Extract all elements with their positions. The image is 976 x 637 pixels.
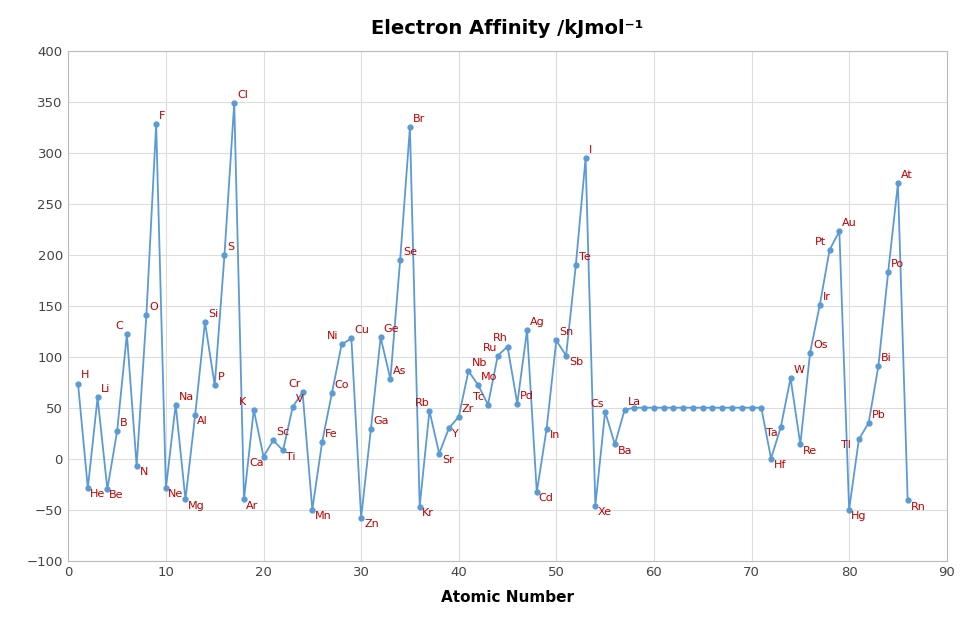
Text: Cl: Cl [237,90,248,100]
Text: P: P [218,372,224,382]
Text: F: F [159,111,166,121]
Text: Mg: Mg [187,501,204,511]
Text: He: He [90,489,105,499]
Text: Sn: Sn [559,327,574,338]
Text: Y: Y [452,429,459,440]
Text: Cr: Cr [288,380,301,389]
Text: B: B [120,418,128,428]
Text: In: In [549,431,560,440]
Text: S: S [227,242,234,252]
Text: Hg: Hg [851,511,867,521]
Text: Os: Os [813,340,828,350]
Text: Tc: Tc [473,392,484,401]
Text: As: As [393,366,407,376]
Text: Bi: Bi [881,353,892,363]
Text: H: H [81,370,90,380]
Text: Hf: Hf [774,460,787,470]
Text: Rb: Rb [415,397,429,408]
Text: Mo: Mo [481,372,498,382]
Text: Cu: Cu [354,326,369,335]
Text: Ti: Ti [286,452,296,462]
Text: Br: Br [413,115,426,124]
Text: C: C [115,321,123,331]
Text: Li: Li [101,385,110,394]
Text: I: I [589,145,591,155]
X-axis label: Atomic Number: Atomic Number [441,590,574,605]
Text: Ir: Ir [823,292,831,302]
Text: Ca: Ca [249,458,264,468]
Text: Sb: Sb [569,357,583,367]
Text: Fe: Fe [325,429,338,440]
Text: Ga: Ga [374,416,389,426]
Text: Ar: Ar [246,501,259,511]
Text: Ni: Ni [327,331,339,341]
Text: Ne: Ne [168,489,183,499]
Text: W: W [793,365,804,375]
Text: Nb: Nb [471,358,487,368]
Text: Po: Po [891,259,904,269]
Title: Electron Affinity /kJmol⁻¹: Electron Affinity /kJmol⁻¹ [371,19,644,38]
Text: Sr: Sr [442,455,454,465]
Text: Co: Co [335,380,349,390]
Text: La: La [628,397,640,406]
Text: Ru: Ru [483,343,498,353]
Text: Si: Si [208,309,219,319]
Text: Cd: Cd [539,494,553,503]
Text: Kr: Kr [422,508,433,518]
Text: Rn: Rn [911,502,925,512]
Text: Pt: Pt [815,237,826,247]
Text: Sc: Sc [276,427,290,437]
Text: Ge: Ge [384,324,399,334]
Text: Be: Be [109,490,124,501]
Text: Se: Se [403,247,417,257]
Text: Xe: Xe [597,507,611,517]
Text: Tl: Tl [841,441,851,450]
Text: Pb: Pb [872,410,885,420]
Text: Mn: Mn [315,511,332,521]
Text: O: O [149,302,158,312]
Text: Ag: Ag [530,317,545,327]
Text: Ba: Ba [618,446,632,455]
Text: At: At [901,171,913,180]
Text: Na: Na [179,392,194,401]
Text: Te: Te [579,252,590,262]
Text: Ta: Ta [766,428,778,438]
Text: Au: Au [842,218,857,228]
Text: Cs: Cs [590,399,604,409]
Text: N: N [140,467,148,477]
Text: Al: Al [197,416,208,426]
Text: Re: Re [803,446,817,455]
Text: Rh: Rh [493,334,508,343]
Text: Zn: Zn [364,519,379,529]
Text: Zr: Zr [462,404,474,414]
Text: Pd: Pd [520,390,534,401]
Text: V: V [296,394,304,404]
Text: K: K [239,397,246,406]
